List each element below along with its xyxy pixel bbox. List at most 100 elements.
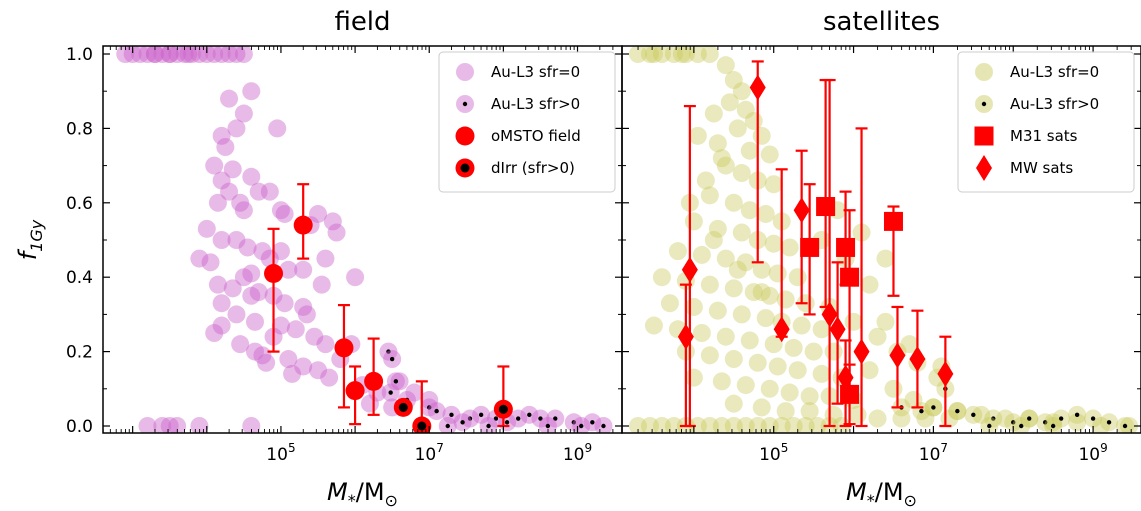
point-au-l3-sfr-0	[884, 379, 903, 398]
legend-label-dirr-sfr-0: dIrr (sfr>0)	[491, 159, 575, 177]
point-au-l3-sfr-0	[692, 245, 711, 264]
point-au-l3-sfr-0	[812, 364, 831, 383]
point-dot-au-l3-sfr-0	[1011, 420, 1016, 425]
point-au-l3-sfr-0	[253, 242, 272, 261]
point-au-l3-sfr-0	[212, 231, 231, 249]
point-au-l3-sfr-0	[223, 279, 242, 298]
point-au-l3-sfr-0	[684, 297, 703, 316]
point-au-l3-sfr-0	[752, 260, 771, 279]
point-au-l3-sfr-0	[268, 119, 287, 138]
point-au-l3-sfr-0	[724, 394, 743, 413]
panel-field: field 0.0 0.2 0.4 0.6 0.8 1.0 105 107 109 M*/M⊙ f1G…	[14, 7, 623, 510]
point-au-l3-sfr-0	[672, 46, 691, 63]
point-au-l3-sfr-0	[868, 409, 887, 428]
point-au-l3-sfr-0	[788, 361, 807, 380]
point-au-l3-sfr-0	[900, 335, 919, 354]
point-au-l3-sfr-0	[160, 417, 179, 433]
point-au-l3-sfr-0	[732, 305, 751, 324]
point-au-l3-sfr-0	[220, 89, 239, 108]
point-au-l3-sfr-0	[716, 56, 735, 75]
point-au-l3-sfr-0	[740, 141, 759, 160]
point-au-l3-sfr-0	[320, 368, 339, 387]
point-dot-dirr-sfr-0	[417, 421, 427, 431]
point-au-l3-sfr-0	[234, 104, 253, 123]
point-au-l3-sfr-0	[242, 82, 261, 101]
point-au-l3-sfr-0	[249, 182, 268, 201]
point-au-l3-sfr-0	[294, 297, 313, 316]
ytick-label: 1.0	[66, 45, 93, 65]
point-au-l3-sfr-0	[748, 417, 767, 433]
point-dot-au-l3-sfr-0	[579, 423, 584, 429]
point-dot-au-l3-sfr-0	[449, 412, 454, 418]
point-au-l3-sfr-0	[876, 312, 895, 331]
point-au-l3-sfr-0	[724, 71, 743, 90]
xtick-label: 109	[563, 441, 592, 465]
point-au-l3-sfr-0	[197, 219, 216, 238]
ytick-label: 0.4	[66, 268, 93, 288]
point-au-l3-sfr-0	[724, 193, 743, 212]
point-au-l3-sfr-0	[220, 46, 239, 63]
x-axis-label: M*/M⊙	[327, 478, 398, 510]
legend-label-au-l3-sfr-0: Au-L3 sfr=0	[1010, 63, 1099, 81]
point-m31-sats	[836, 237, 856, 257]
point-au-l3-sfr-0	[628, 417, 647, 433]
point-au-l3-sfr-0	[279, 260, 298, 279]
point-au-l3-sfr-0	[208, 193, 227, 212]
point-dot-au-l3-sfr-0	[467, 416, 473, 421]
point-au-l3-sfr-0	[260, 182, 279, 201]
point-dot-dirr-sfr-0	[398, 402, 408, 412]
point-au-l3-sfr-0	[728, 260, 747, 279]
point-au-l3-sfr-0	[652, 417, 671, 433]
point-mw-sats	[889, 342, 906, 369]
xtick-label: 107	[919, 441, 948, 465]
point-au-l3-sfr-0	[764, 234, 783, 253]
point-au-l3-sfr-0	[704, 231, 723, 249]
point-dot-au-l3-sfr-0	[545, 423, 551, 429]
point-au-l3-sfr-0	[776, 290, 795, 309]
point-au-l3-sfr-0	[197, 46, 216, 63]
point-au-l3-sfr-0	[234, 46, 253, 63]
point-dot-au-l3-sfr-0	[1050, 423, 1056, 429]
point-au-l3-sfr-0	[804, 342, 823, 361]
legend-marker-m31-sats	[974, 126, 994, 146]
point-au-l3-sfr-0	[844, 312, 863, 331]
xtick-label: 105	[266, 441, 295, 465]
point-au-l3-sfr-0	[796, 417, 815, 433]
point-m31-sats	[883, 211, 903, 231]
legend-label-mw-sats: MW sats	[1010, 159, 1073, 177]
point-au-l3-sfr-0	[700, 186, 719, 205]
point-au-l3-sfr-0	[212, 316, 231, 335]
point-au-l3-sfr-0	[227, 46, 246, 63]
point-dot-au-l3-sfr-0	[386, 349, 391, 354]
panel-title: satellites	[823, 7, 940, 37]
data-layer	[116, 46, 613, 433]
point-au-l3-sfr-0	[700, 417, 719, 433]
point-au-l3-sfr-0	[138, 417, 157, 433]
point-au-l3-sfr-0	[720, 93, 739, 112]
point-au-l3-sfr-0	[640, 46, 659, 63]
point-au-l3-sfr-0	[732, 164, 751, 183]
point-au-l3-sfr-0	[179, 46, 198, 63]
point-m31-sats	[816, 197, 836, 217]
data-layer	[628, 46, 1139, 433]
point-au-l3-sfr-0	[294, 260, 313, 279]
point-au-l3-sfr-0	[242, 264, 261, 283]
point-au-l3-sfr-0	[227, 119, 246, 138]
point-dot-au-l3-sfr-0	[486, 423, 491, 429]
point-dot-au-l3-sfr-0	[931, 405, 936, 410]
xtick-label: 109	[1078, 441, 1107, 465]
point-au-l3-sfr-0	[271, 316, 290, 335]
point-omsto-field	[345, 381, 365, 401]
point-au-l3-sfr-0	[316, 249, 335, 268]
point-dot-au-l3-sfr-0	[516, 416, 521, 421]
point-au-l3-sfr-0	[748, 353, 767, 372]
point-au-l3-sfr-0	[138, 46, 157, 63]
legend-label-au-l3-sfr-0: Au-L3 sfr=0	[491, 63, 580, 81]
point-au-l3-sfr-0	[286, 320, 305, 339]
legend-label-au-l3-sfr-0: Au-L3 sfr>0	[491, 95, 580, 113]
point-au-l3-sfr-0	[312, 275, 331, 294]
point-au-l3-sfr-0	[123, 46, 142, 63]
point-au-l3-sfr-0	[732, 223, 751, 242]
point-dot-dirr-sfr-0	[498, 404, 508, 414]
